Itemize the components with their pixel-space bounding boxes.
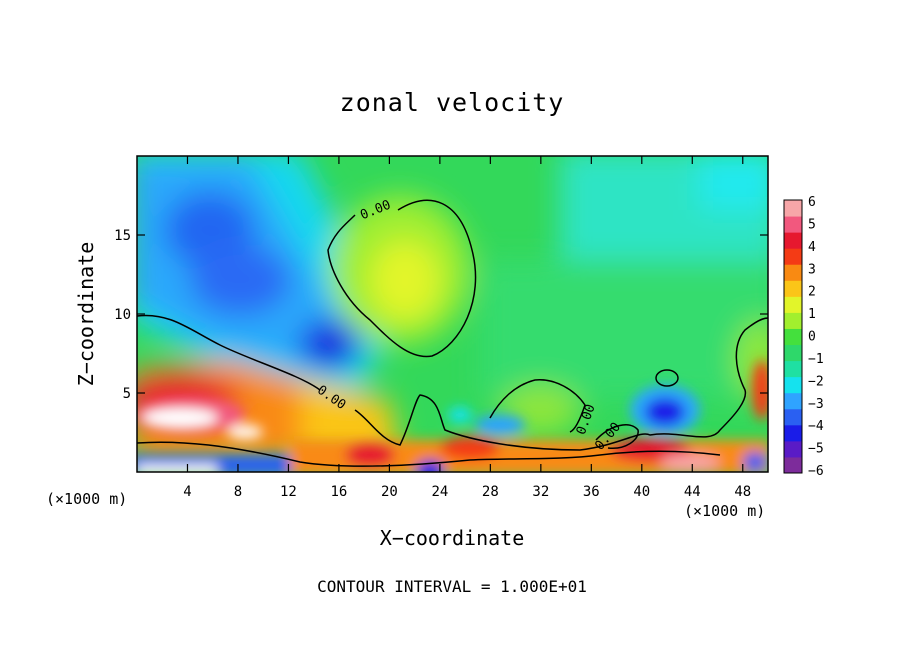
x-tick-label: 28 (482, 484, 499, 500)
blob-mid-lightblue (475, 415, 525, 435)
blob-white-left (142, 408, 218, 428)
zero-contours (137, 199, 768, 467)
x-tick-label: 36 (583, 484, 600, 500)
blob-jet-b (190, 245, 290, 315)
colorbar-label: −3 (808, 397, 824, 412)
blob-bottom-blue2 (743, 452, 767, 472)
colorbar-swatch (784, 248, 802, 265)
colorbar-label: −4 (808, 419, 824, 434)
contour-upper-cell (327, 199, 477, 358)
x-unit-right: (×1000 m) (684, 502, 766, 520)
contour-interval-footer: CONTOUR INTERVAL = 1.000E+01 (317, 577, 587, 596)
colorbar-swatch (784, 328, 802, 346)
colorbar-label: −6 (808, 464, 824, 479)
colorbar-label: 6 (808, 195, 816, 210)
colorbar-label: 2 (808, 285, 816, 300)
colorbar-label: 3 (808, 262, 816, 277)
colorbar-swatch (784, 232, 802, 249)
colorbar-swatch (784, 456, 802, 474)
colorbar-swatch (784, 424, 802, 442)
colorbar-label: −5 (808, 442, 824, 457)
colorbar-swatch (784, 312, 802, 329)
x-tick-label: 12 (280, 484, 297, 500)
blob-bottom-red1 (345, 443, 395, 467)
y-tick-label: 5 (123, 386, 131, 402)
colorbar-label: 4 (808, 240, 816, 255)
y-axis-ticks: 5 10 15 (114, 228, 768, 402)
colorbar-label: 1 (808, 307, 816, 322)
blob-upper-right-cyan2 (700, 156, 768, 210)
contour-bottom-line (137, 441, 721, 467)
colorbar-label: −2 (808, 374, 824, 389)
blob-mid-cyan (448, 407, 472, 423)
blob-bottom-pink (660, 454, 720, 470)
x-tick-label: 48 (734, 484, 751, 500)
x-axis-label: X−coordinate (379, 526, 525, 550)
x-tick-label: 20 (381, 484, 398, 500)
colorbar-swatch (784, 200, 802, 217)
blob-bottom-white (137, 465, 217, 472)
contour-left-band (137, 314, 321, 391)
x-tick-label: 40 (633, 484, 650, 500)
x-tick-label: 4 (183, 484, 191, 500)
chart-title: zonal velocity (339, 88, 565, 117)
colorbar-swatch (784, 264, 802, 281)
heatmap-field (137, 156, 768, 472)
contour-right-bump (489, 379, 586, 433)
x-tick-label: 32 (532, 484, 549, 500)
blob-right-red-edge (752, 360, 768, 420)
colorbar-label: −1 (808, 352, 824, 367)
x-tick-label: 44 (684, 484, 701, 500)
colorbar-swatch (784, 440, 802, 458)
colorbar-frame (783, 199, 803, 474)
colorbar-label: 5 (808, 217, 816, 232)
blob-right-neg-core (645, 398, 685, 426)
colorbar-swatch (784, 280, 802, 297)
x-tick-label: 16 (330, 484, 347, 500)
blob-white-left2 (227, 425, 263, 439)
colorbar: 6 5 4 3 2 1 0 −1 −2 −3 −4 −5 −6 (783, 195, 824, 479)
y-axis-label: Z−coordinate (74, 241, 98, 387)
contour-small-ring (655, 369, 679, 387)
colorbar-label: 0 (808, 330, 816, 345)
x-tick-label: 8 (234, 484, 242, 500)
colorbar-swatch (784, 344, 802, 362)
blob-upper-cell-core (370, 240, 440, 320)
blob-right-green (480, 260, 768, 400)
y-tick-label: 15 (114, 228, 131, 244)
x-axis-ticks: 4 8 12 16 20 24 28 32 36 40 44 48 (183, 156, 751, 500)
colorbar-swatch (784, 360, 802, 378)
colorbar-swatch (784, 376, 802, 394)
colorbar-swatch (784, 216, 802, 233)
y-tick-label: 10 (114, 307, 131, 323)
blob-jet-core (300, 320, 360, 370)
contour-mid-band (354, 317, 768, 451)
x-unit-left: (×1000 m) (46, 490, 128, 508)
colorbar-swatch (784, 392, 802, 410)
contour-small-loop (595, 424, 639, 449)
x-tick-label: 24 (431, 484, 448, 500)
colorbar-swatch (784, 408, 802, 426)
colorbar-swatch (784, 296, 802, 313)
blob-bottom-red2 (440, 436, 500, 460)
